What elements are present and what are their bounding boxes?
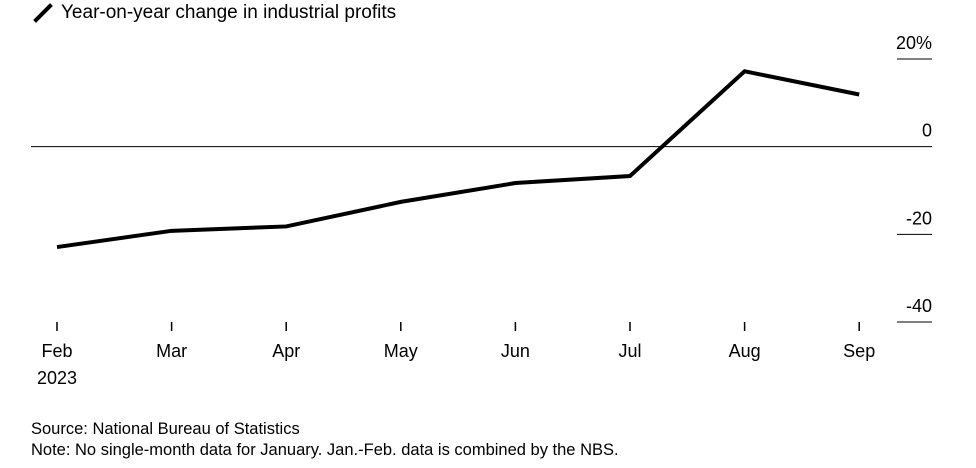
x-tick-label: Apr [272,341,300,361]
x-year-label: 2023 [37,368,77,388]
x-tick-label: Aug [729,341,761,361]
y-tick-label: -40 [906,296,932,316]
x-tick-label: May [384,341,418,361]
chart-footer: Source: National Bureau of Statistics No… [31,419,619,461]
data-note: Note: No single-month data for January. … [31,441,619,459]
x-tick-label: Sep [843,341,875,361]
y-tick-label: 0 [922,121,932,141]
y-tick-label: -20 [906,208,932,228]
x-tick-label: Jun [501,341,530,361]
y-tick-label: 20% [896,33,932,53]
x-tick-label: Feb [41,341,72,361]
x-tick-label: Mar [156,341,187,361]
source-note: Source: National Bureau of Statistics [31,420,300,438]
x-tick-label: Jul [618,341,641,361]
legend-label: Year-on-year change in industrial profit… [61,2,397,23]
series-line [56,69,860,250]
line-legend-icon [33,3,53,23]
legend: Year-on-year change in industrial profit… [33,2,396,24]
